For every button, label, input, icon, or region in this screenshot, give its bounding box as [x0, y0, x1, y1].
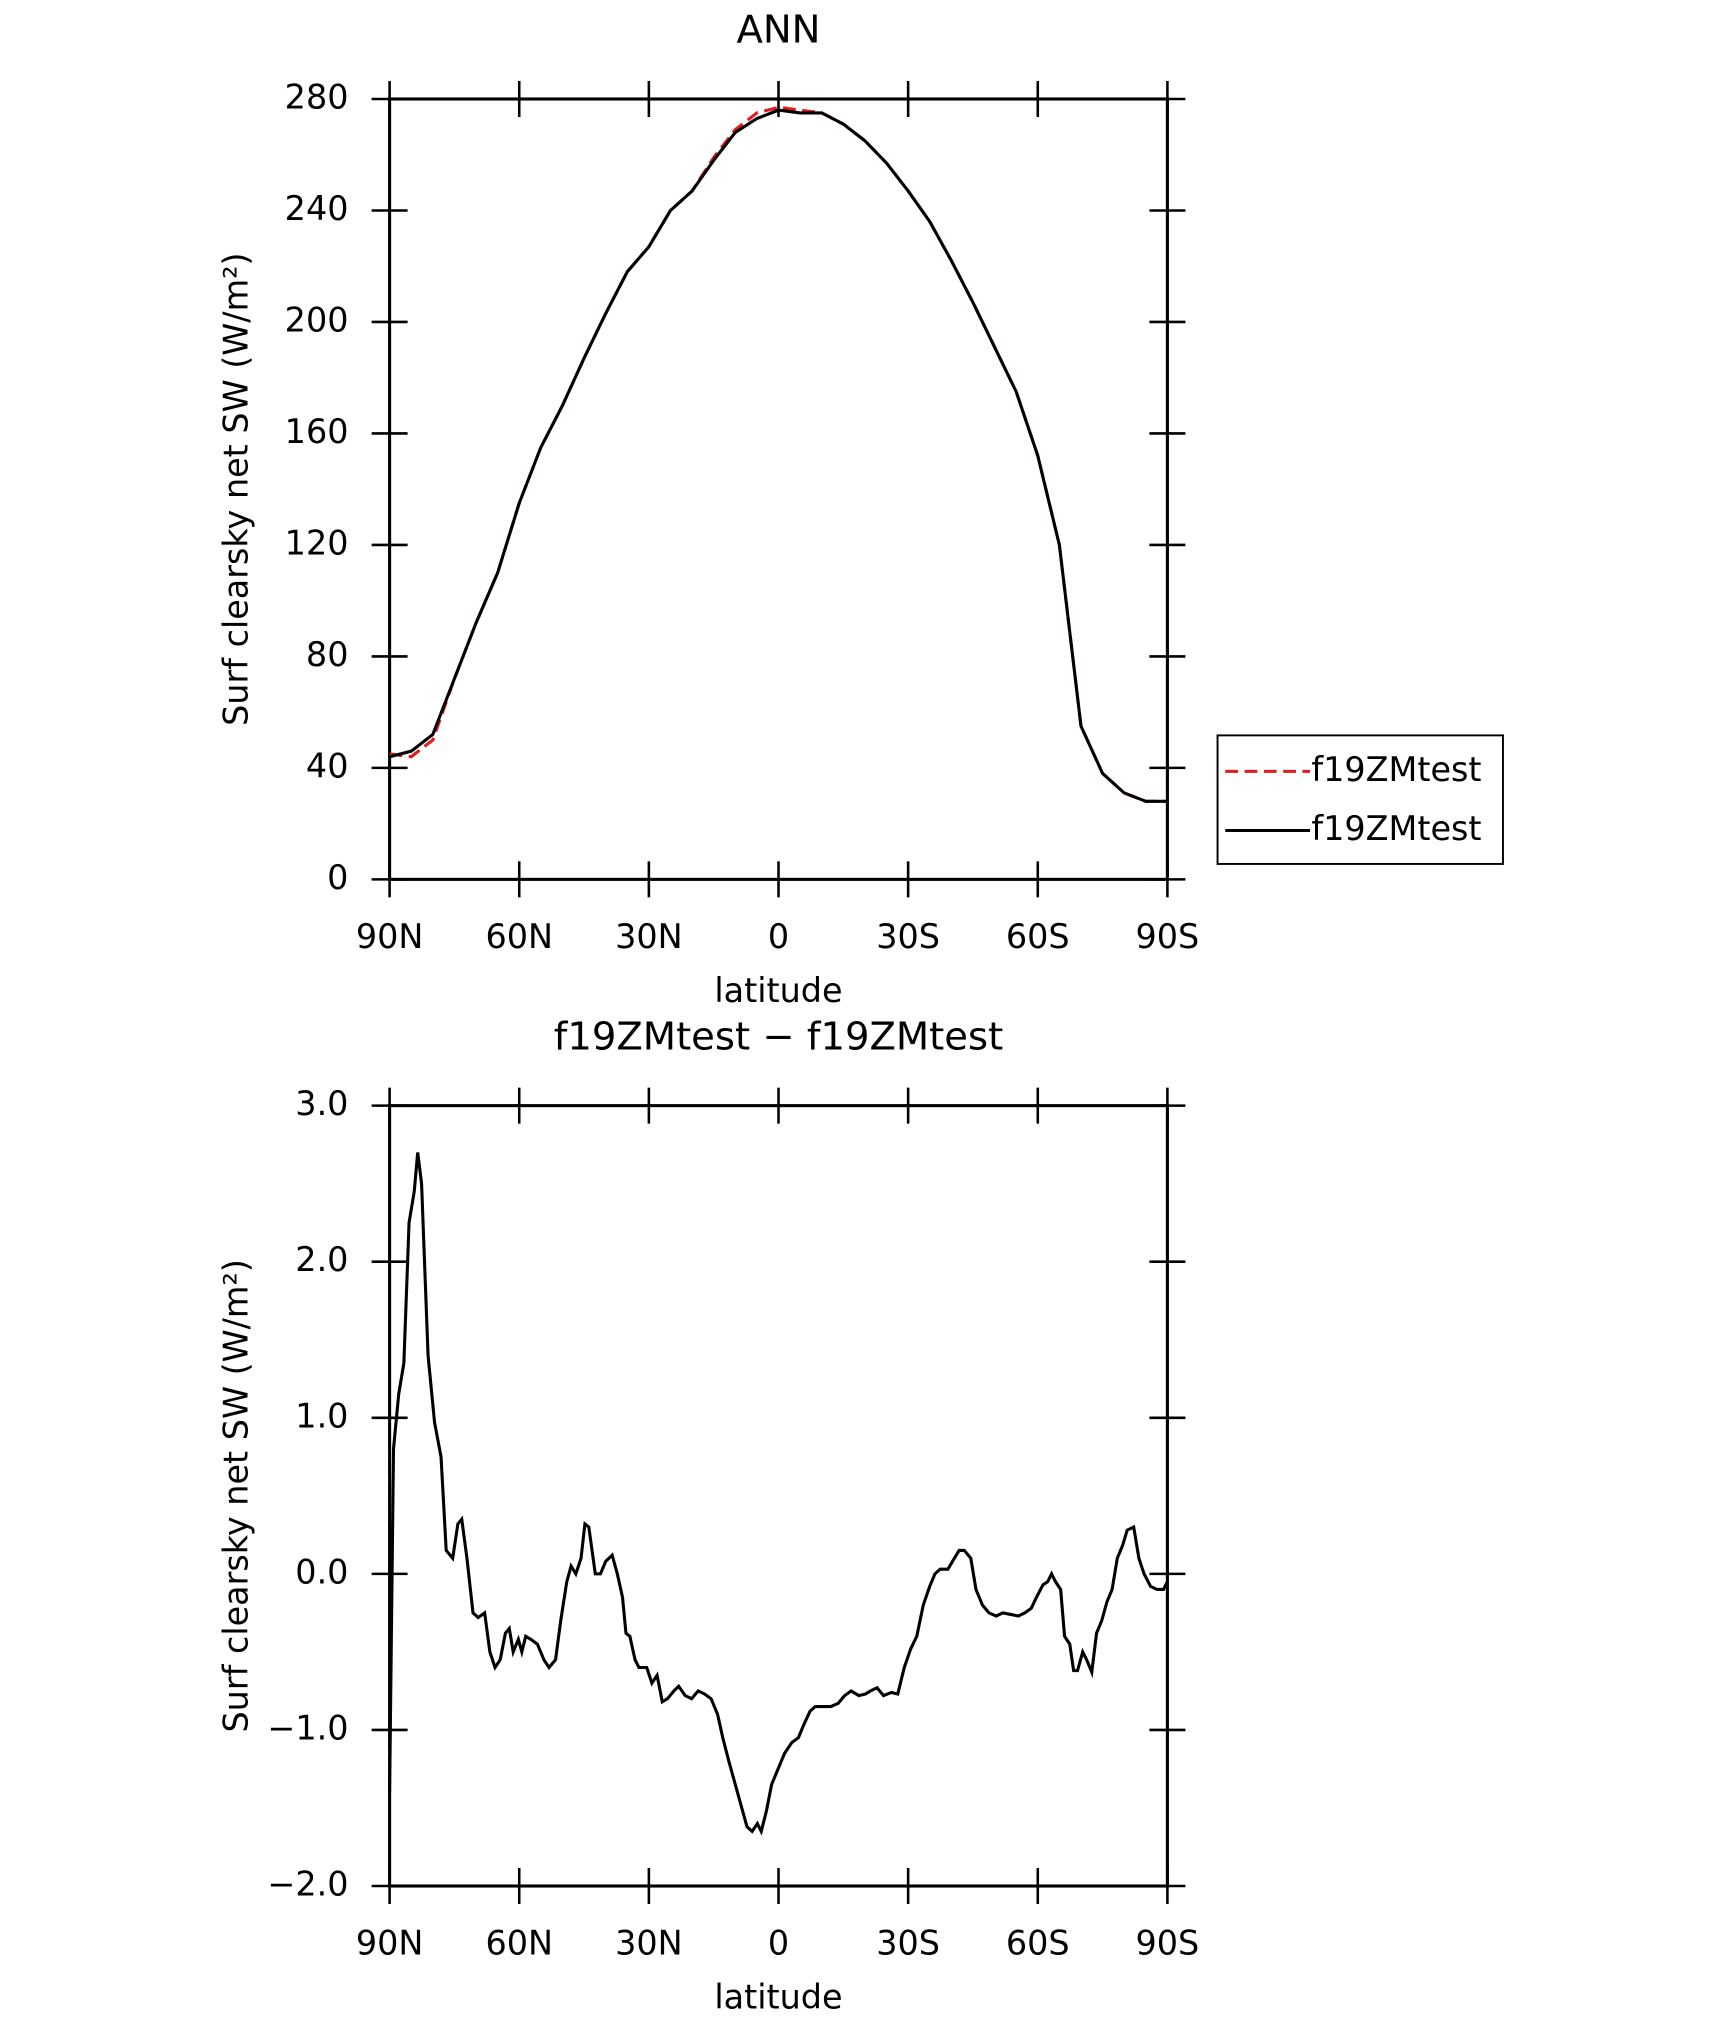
x-tick-label: 90S: [1136, 1924, 1200, 1963]
y-tick-label: 200: [285, 300, 349, 339]
x-axis-label: latitude: [714, 971, 842, 1010]
y-tick-label: 1.0: [295, 1396, 348, 1435]
y-tick-label: 120: [285, 523, 349, 562]
plot-frame: [388, 97, 1169, 881]
x-tick-label: 90N: [356, 917, 424, 956]
x-tick-label: 0: [768, 917, 789, 956]
y-axis-label: Surf clearsky net SW (W/m²): [216, 252, 255, 725]
legend-label: f19ZMtest: [1311, 809, 1481, 848]
y-tick-label: 2.0: [295, 1240, 348, 1279]
x-tick-label: 90N: [356, 1924, 424, 1963]
data-line: [389, 108, 1168, 803]
chart-title: f19ZMtest − f19ZMtest: [554, 1014, 1003, 1059]
y-tick-label: 3.0: [295, 1084, 348, 1123]
y-tick-label: −2.0: [267, 1865, 348, 1904]
legend-box: [1216, 734, 1504, 865]
x-tick-label: 30N: [615, 1924, 683, 1963]
y-tick-label: 80: [306, 635, 349, 674]
y-axis-label: Surf clearsky net SW (W/m²): [216, 1259, 255, 1732]
x-tick-label: 90S: [1136, 917, 1200, 956]
y-tick-label: 0.0: [295, 1552, 348, 1591]
x-axis-label: latitude: [714, 1978, 842, 2017]
plot-frame: [388, 1104, 1169, 1888]
x-tick-label: 60S: [1006, 917, 1070, 956]
x-tick-label: 0: [768, 1924, 789, 1963]
x-tick-label: 30N: [615, 917, 683, 956]
chart-title: ANN: [736, 8, 820, 53]
y-tick-label: 0: [327, 858, 348, 897]
x-tick-label: 30S: [876, 1924, 940, 1963]
y-tick-label: 160: [285, 412, 349, 451]
y-tick-label: 280: [285, 77, 349, 116]
y-tick-label: −1.0: [267, 1708, 348, 1747]
data-line: [388, 1152, 1169, 1836]
x-tick-label: 30S: [876, 917, 940, 956]
data-line: [389, 105, 1168, 803]
legend-label: f19ZMtest: [1311, 750, 1481, 789]
y-tick-label: 40: [306, 746, 349, 785]
x-tick-label: 60S: [1006, 1924, 1070, 1963]
x-tick-label: 60N: [485, 1924, 553, 1963]
x-tick-label: 60N: [485, 917, 553, 956]
y-tick-label: 240: [285, 189, 349, 228]
